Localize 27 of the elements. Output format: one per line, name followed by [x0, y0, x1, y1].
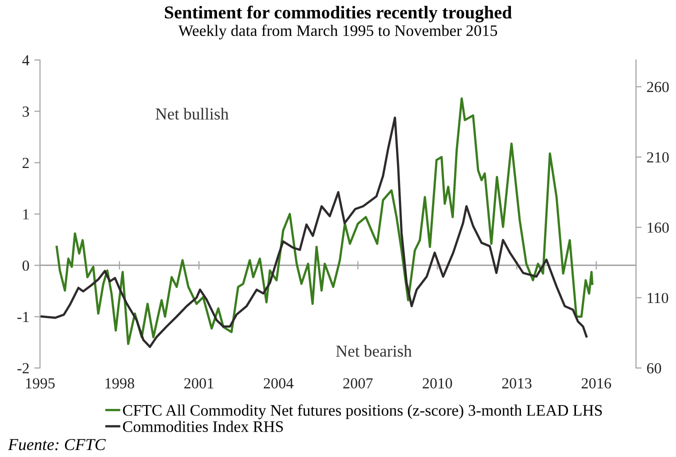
- legend-label: CFTC All Commodity Net futures positions (z-score) 3-month LEAD LHS: [123, 404, 602, 420]
- x-tick-label: 2010: [422, 378, 452, 388]
- y-tick-label: 4: [22, 55, 30, 66]
- y-tick-label: -1: [17, 312, 29, 322]
- x-tick-label: 1995: [26, 378, 55, 388]
- annotation: Net bearish: [336, 345, 412, 357]
- source-note: Fuente: CFTC: [8, 438, 106, 450]
- x-tick-label: 2013: [502, 378, 532, 388]
- x-tick-label: 2004: [264, 378, 294, 388]
- y2-tick-label: 210: [647, 152, 669, 162]
- y2-tick-label: 260: [647, 82, 669, 92]
- x-tick-label: 2007: [343, 378, 373, 388]
- y-tick-label: 0: [22, 260, 29, 271]
- y2-tick-label: 60: [647, 363, 662, 374]
- y-tick-label: 1: [23, 209, 29, 220]
- chart-subtitle: Weekly data from March 1995 to November 2015: [178, 24, 498, 40]
- y-tick-label: 2: [22, 158, 29, 168]
- x-tick-label: 1998: [106, 378, 134, 388]
- y-tick-label: 3: [22, 106, 29, 117]
- y2-tick-label: 160: [648, 222, 669, 233]
- chart-title: Sentiment for commodities recently troughed: [164, 6, 512, 22]
- x-tick-label: 2001: [184, 378, 214, 388]
- x-tick-label: 2016: [582, 378, 612, 388]
- y2-tick-label: 110: [648, 292, 668, 304]
- y-tick-label: -2: [17, 363, 29, 374]
- legend-label: Commodities Index RHS: [123, 420, 283, 432]
- annotation: Net bullish: [156, 108, 229, 120]
